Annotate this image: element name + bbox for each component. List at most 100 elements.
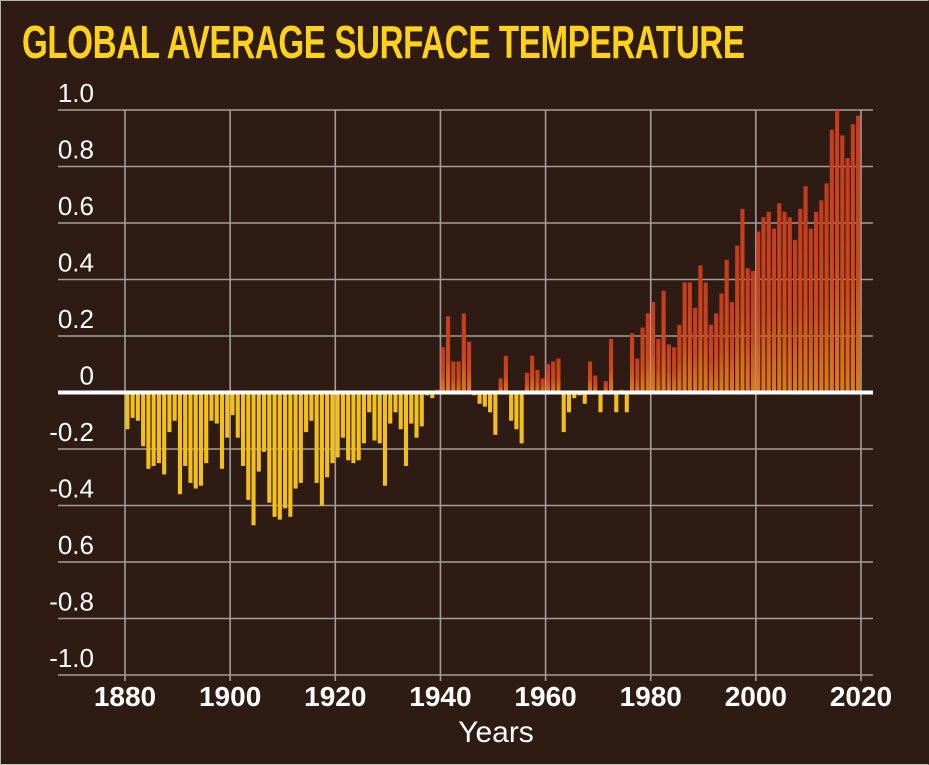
- bar: [162, 392, 167, 475]
- bar: [398, 392, 403, 430]
- bar: [188, 392, 193, 483]
- bar: [382, 392, 388, 486]
- bar: [283, 392, 288, 509]
- bar: [598, 392, 603, 413]
- bar: [177, 392, 182, 495]
- bar: [714, 313, 719, 393]
- bar: [272, 392, 277, 517]
- bar: [787, 217, 792, 393]
- x-tick-label: 1900: [199, 681, 261, 712]
- bar: [703, 282, 708, 393]
- y-tick-label: 0.8: [58, 135, 94, 165]
- bar: [477, 392, 482, 404]
- bar: [240, 392, 246, 466]
- bar: [141, 392, 146, 447]
- bar: [687, 282, 692, 393]
- bar: [651, 302, 656, 393]
- bar: [335, 392, 340, 458]
- bar: [835, 110, 840, 393]
- bar: [808, 228, 813, 393]
- bar: [388, 392, 393, 424]
- grid-lines: [58, 109, 873, 681]
- bar: [540, 378, 545, 393]
- bar: [493, 392, 498, 435]
- y-tick-label: -1.0: [49, 643, 94, 673]
- bar: [561, 392, 566, 433]
- y-tick-label: -0.8: [49, 587, 94, 617]
- bar: [346, 392, 351, 461]
- y-tick-label: 1.0: [58, 78, 94, 108]
- bar: [461, 313, 466, 393]
- chart-title: GLOBAL AVERAGE SURFACE TEMPERATURE: [22, 16, 745, 68]
- bars: [125, 110, 861, 526]
- y-tick-label: 0.2: [58, 304, 94, 334]
- bar: [482, 392, 487, 407]
- bar: [225, 392, 230, 438]
- bar: [635, 358, 640, 393]
- bar: [556, 358, 561, 393]
- bar: [403, 392, 409, 466]
- bar: [792, 239, 798, 393]
- bar: [393, 392, 398, 413]
- bar: [593, 375, 598, 393]
- bar: [288, 392, 293, 517]
- bar: [135, 392, 140, 421]
- bar: [519, 392, 524, 444]
- x-tick-label: 2020: [830, 681, 892, 712]
- bar: [624, 392, 629, 413]
- bar: [183, 392, 188, 466]
- bar: [545, 364, 550, 393]
- bar: [829, 129, 834, 393]
- bar: [782, 211, 787, 393]
- bar: [214, 392, 219, 424]
- bar: [498, 378, 503, 393]
- x-tick-label: 1940: [409, 681, 471, 712]
- bar: [151, 392, 156, 466]
- bar: [666, 344, 671, 393]
- bar: [745, 268, 750, 393]
- bar: [814, 211, 819, 393]
- bar: [798, 208, 803, 393]
- bar: [230, 392, 235, 416]
- bar: [293, 392, 298, 489]
- bar: [771, 228, 777, 393]
- bar: [356, 392, 361, 461]
- bar: [856, 115, 861, 393]
- bar: [677, 324, 682, 393]
- bar: [377, 392, 382, 444]
- bar: [698, 265, 703, 393]
- bar: [672, 347, 677, 393]
- bar: [167, 392, 172, 433]
- y-tick-label: 0.4: [58, 248, 94, 278]
- y-tick-label: -0.2: [49, 417, 94, 447]
- bar: [414, 392, 419, 438]
- bar: [845, 158, 850, 393]
- bar: [314, 392, 319, 483]
- y-tick-label: -0.4: [49, 474, 94, 504]
- bar: [340, 392, 345, 438]
- x-tick-label: 1960: [514, 681, 576, 712]
- bar: [262, 392, 267, 452]
- bar: [640, 327, 645, 393]
- bar: [488, 392, 493, 413]
- bar: [719, 293, 724, 393]
- bar: [325, 392, 330, 478]
- bar: [304, 392, 309, 433]
- bar: [729, 302, 734, 393]
- y-tick-label: 0: [80, 361, 94, 391]
- bar: [766, 211, 771, 393]
- bar: [440, 347, 445, 393]
- bar: [430, 392, 435, 399]
- bar: [198, 392, 204, 486]
- x-tick-label: 1980: [620, 681, 682, 712]
- bar: [645, 313, 650, 393]
- bar: [740, 208, 745, 393]
- bar: [824, 183, 829, 393]
- bar: [819, 200, 824, 393]
- bar: [246, 392, 251, 500]
- bar: [146, 392, 151, 469]
- bar: [582, 392, 587, 404]
- bar: [750, 271, 756, 393]
- bar: [850, 124, 855, 393]
